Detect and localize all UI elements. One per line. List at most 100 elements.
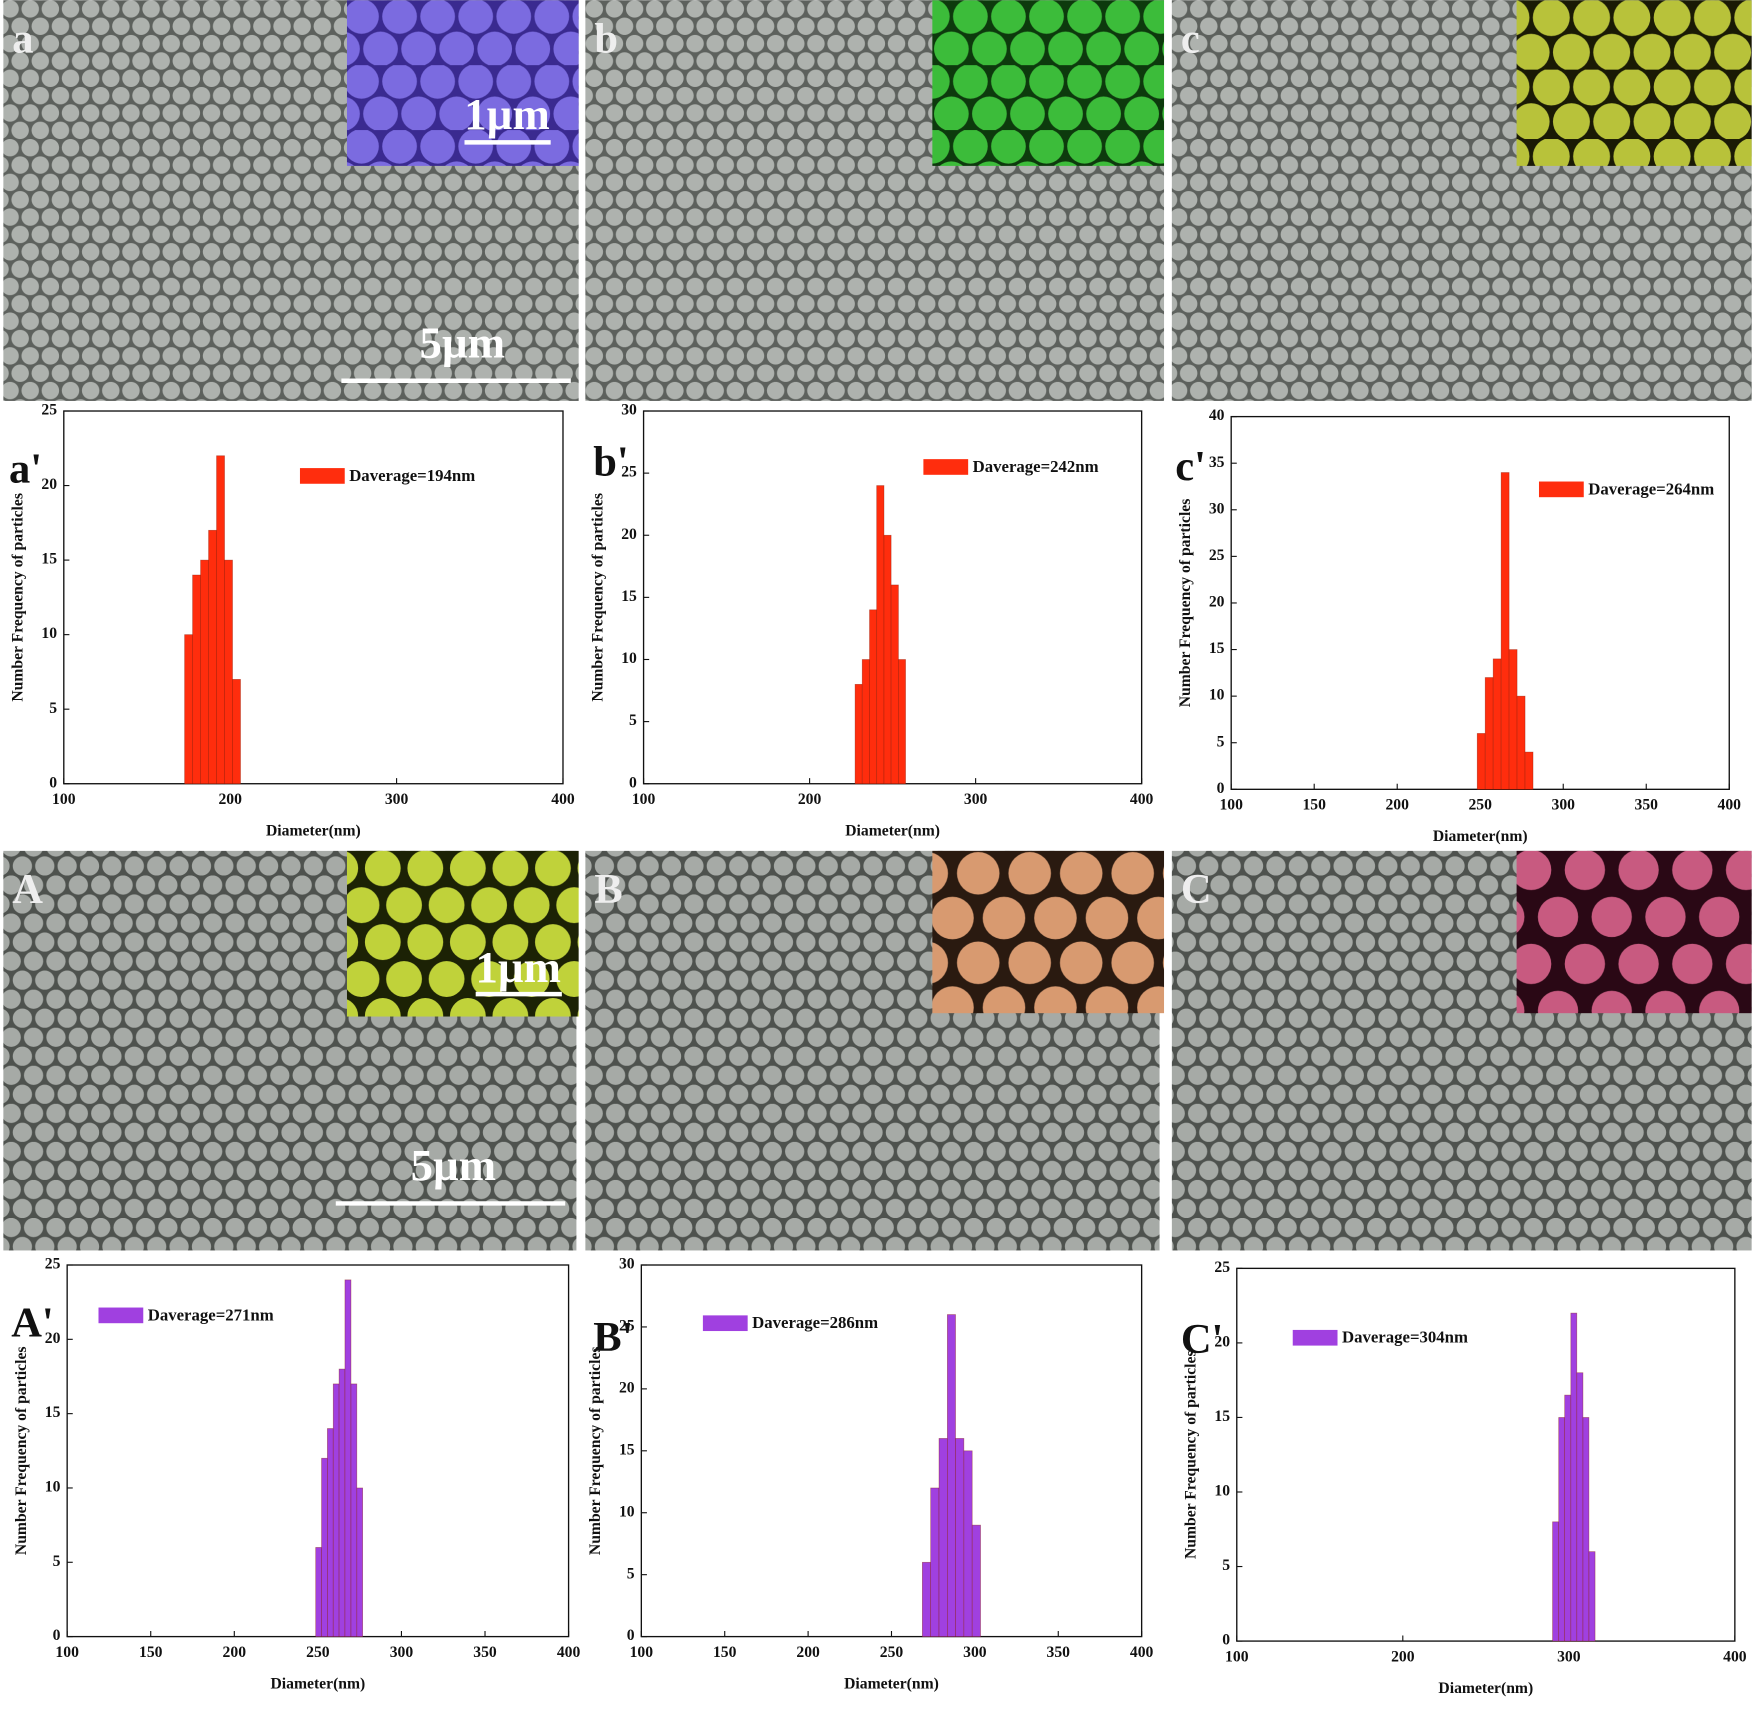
legend-label: Daverage=286nm [752,1313,878,1332]
y-tick-label: 40 [1209,407,1225,424]
histogram-bar [963,1450,973,1637]
y-tick-label: 15 [45,1404,61,1421]
legend-swatch [1538,481,1584,498]
y-tick-label: 5 [53,1553,61,1570]
histogram-bar [1558,1417,1566,1642]
plot-frame [63,410,564,785]
panel-label: b' [593,439,628,486]
histogram-bar [321,1457,328,1637]
x-axis-title: Diameter(nm) [844,1675,939,1692]
histogram-bar [876,485,885,785]
histogram-bar [854,683,863,785]
chart: 0 5 10 15 20 25 30 100 150 200 250 300 350 400 Diamete… [587,1256,1153,1693]
y-tick-label: 25 [41,402,57,419]
y-tick-label: 0 [53,1627,61,1644]
sem-inset [346,850,579,1017]
y-tick-label: 15 [1214,1408,1230,1425]
sem-inset [346,0,579,166]
x-tick-label: 200 [218,791,242,808]
histogram-bar [1588,1551,1596,1642]
y-tick-label: 20 [1209,594,1225,611]
legend-label: Daverage=194nm [349,466,475,485]
y-tick-label: 20 [1214,1334,1230,1351]
histogram-bar [232,679,241,785]
sem-inset [932,0,1165,166]
histogram-bar [938,1438,948,1637]
x-tick-label: 350 [1635,797,1659,814]
x-tick-label: 200 [223,1644,247,1661]
histogram-bar [332,1383,340,1637]
y-tick-label: 0 [627,1627,635,1644]
y-axis-title: Number Frequency of particles [13,1347,30,1556]
y-tick-label: 0 [1217,780,1225,797]
x-tick-label: 100 [630,1644,654,1661]
x-tick-label: 400 [557,1644,581,1661]
legend-swatch [1292,1329,1338,1346]
y-axis-title: Number Frequency of particles [10,493,27,702]
x-tick-label: 100 [55,1644,79,1661]
x-tick-label: 400 [551,791,575,808]
panel-label: c' [1175,443,1206,490]
histogram-bar [947,1314,956,1637]
plot-frame [1236,1267,1736,1642]
x-tick-label: 150 [139,1644,163,1661]
histogram-bar [861,659,870,785]
x-tick-label: 350 [473,1644,497,1661]
y-tick-label: 20 [45,1330,61,1347]
histogram-bar [922,1561,932,1637]
x-tick-label: 100 [52,791,76,808]
y-tick-label: 5 [1222,1557,1230,1574]
y-tick-label: 30 [1209,500,1225,517]
histogram-bar [883,534,892,785]
histogram-bar [1476,733,1486,790]
x-tick-label: 300 [385,791,409,808]
sem-inset [1516,0,1752,166]
y-axis-title: Number Frequency of particles [1177,499,1194,708]
chart: 0 5 10 15 20 25 30 35 40 100 150 200 250 300 350 400 Dia… [1175,407,1741,845]
x-tick-label: 200 [1391,1648,1415,1665]
chart: 0 5 10 15 20 25 100 200 300 400 Diameter(nm) Number… [9,402,575,840]
histogram-bar [1576,1372,1584,1642]
scale-bar-label: 5µm [420,317,505,367]
x-tick-label: 300 [1557,1648,1581,1665]
x-tick-label: 150 [1302,797,1326,814]
histogram-bar [1552,1521,1560,1642]
x-axis-title: Diameter(nm) [845,822,940,839]
y-tick-label: 20 [621,526,637,543]
y-tick-label: 15 [621,588,637,605]
y-tick-label: 0 [1222,1632,1230,1649]
x-tick-label: 100 [632,791,656,808]
histogram-bar [200,559,209,785]
histogram-bar [338,1368,346,1637]
legend-swatch [299,468,345,484]
x-tick-label: 300 [1551,797,1575,814]
histogram-bar [1492,658,1502,790]
y-axis-title: Number Frequency of particles [1183,1350,1200,1559]
x-tick-label: 300 [963,1644,987,1661]
x-tick-label: 300 [390,1644,414,1661]
histogram-bar [192,574,201,785]
x-tick-label: 350 [1047,1644,1071,1661]
y-tick-label: 10 [41,625,57,642]
histogram-bar [869,609,878,785]
panel-label: C' [1181,1316,1224,1363]
y-axis-title: Number Frequency of particles [587,1347,604,1556]
y-tick-label: 25 [619,1318,635,1335]
x-axis-title: Diameter(nm) [266,822,361,839]
legend-label: Daverage=242nm [973,457,1099,476]
x-tick-label: 100 [1225,1648,1249,1665]
panel-label: a' [9,445,42,492]
histogram-bar [350,1383,358,1637]
histogram-bar [1524,751,1534,790]
image-label: c [1181,16,1200,63]
y-tick-label: 10 [1214,1483,1230,1500]
panel-label: A' [11,1299,54,1346]
x-tick-label: 400 [1130,1644,1154,1661]
inset-scale-label: 1µm [475,942,560,992]
x-tick-label: 200 [1385,797,1409,814]
scale-bar-label: 5µm [411,1140,496,1190]
legend-swatch [923,459,969,475]
y-tick-label: 15 [41,551,57,568]
histogram-bar [208,529,217,785]
